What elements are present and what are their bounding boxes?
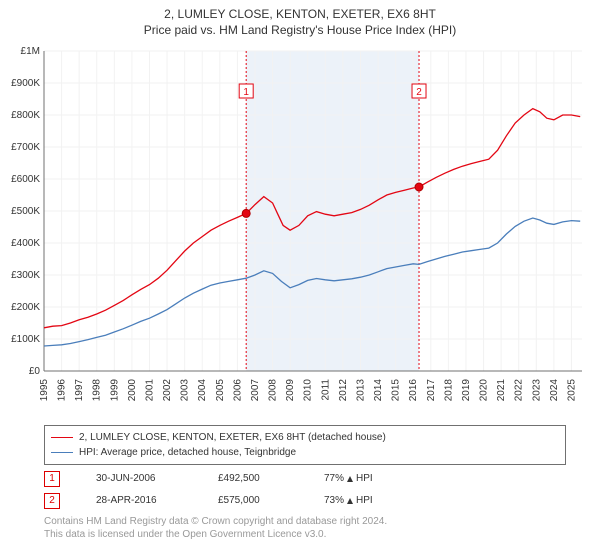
svg-text:£0: £0 [29,366,41,377]
svg-text:2011: 2011 [320,378,331,400]
legend-swatch-1 [51,437,73,438]
svg-text:£500K: £500K [11,206,40,217]
root: 2, LUMLEY CLOSE, KENTON, EXETER, EX6 8HT… [0,0,600,560]
marker-date: 30-JUN-2006 [96,473,182,484]
svg-text:1999: 1999 [109,378,120,401]
svg-text:2017: 2017 [426,378,437,401]
svg-text:2007: 2007 [250,378,261,401]
marker-hpi: 77% HPI [324,473,373,484]
footnote-line2: This data is licensed under the Open Gov… [44,528,566,541]
legend-label: HPI: Average price, detached house, Teig… [79,445,296,460]
footnote-line1: Contains HM Land Registry data © Crown c… [44,515,566,528]
legend-label: 2, LUMLEY CLOSE, KENTON, EXETER, EX6 8HT… [79,430,386,445]
marker-table: 1 30-JUN-2006 £492,500 77% HPI 2 28-APR-… [44,471,566,509]
marker-number-box: 1 [44,471,60,487]
svg-text:£800K: £800K [11,110,40,121]
chart-title-line2: Price paid vs. HM Land Registry's House … [0,23,600,41]
svg-text:£200K: £200K [11,302,40,313]
svg-text:2024: 2024 [549,378,560,401]
svg-text:2009: 2009 [285,378,296,401]
svg-text:2000: 2000 [127,378,138,401]
svg-text:2015: 2015 [391,378,402,401]
svg-text:2019: 2019 [461,378,472,401]
marker-hpi-suffix: HPI [356,495,373,506]
marker-row: 2 28-APR-2016 £575,000 73% HPI [44,493,566,509]
svg-text:£400K: £400K [11,238,40,249]
svg-text:2025: 2025 [566,378,577,401]
marker-row: 1 30-JUN-2006 £492,500 77% HPI [44,471,566,487]
marker-hpi: 73% HPI [324,495,373,506]
svg-text:2006: 2006 [232,378,243,401]
svg-text:2: 2 [416,87,422,98]
marker-price: £575,000 [218,495,288,506]
line-chart-svg: £0 £100K £200K £300K £400K £500K £600K £700K £80… [0,41,600,421]
svg-text:£900K: £900K [11,78,40,89]
chart-area: £0 £100K £200K £300K £400K £500K £600K £700K £80… [0,41,600,421]
legend-item: 2, LUMLEY CLOSE, KENTON, EXETER, EX6 8HT… [51,430,559,445]
marker-date: 28-APR-2016 [96,495,182,506]
svg-text:£100K: £100K [11,334,40,345]
svg-text:1996: 1996 [57,378,68,401]
marker-hpi-pct: 77% [324,473,344,484]
legend-item: HPI: Average price, detached house, Teig… [51,445,559,460]
svg-text:2008: 2008 [268,378,279,401]
svg-text:£600K: £600K [11,174,40,185]
svg-text:2016: 2016 [408,378,419,401]
svg-text:£700K: £700K [11,142,40,153]
svg-text:£1M: £1M [21,46,40,57]
svg-text:1995: 1995 [39,378,50,401]
legend-swatch-2 [51,452,73,453]
svg-text:2004: 2004 [197,378,208,401]
svg-text:2014: 2014 [373,378,384,401]
svg-text:2005: 2005 [215,378,226,401]
svg-text:2012: 2012 [338,378,349,401]
marker-hpi-suffix: HPI [356,473,373,484]
marker-price: £492,500 [218,473,288,484]
svg-text:2021: 2021 [496,378,507,401]
svg-text:2010: 2010 [303,378,314,401]
svg-text:2022: 2022 [514,378,525,401]
svg-text:2002: 2002 [162,378,173,401]
svg-text:2013: 2013 [355,378,366,401]
marker-number-box: 2 [44,493,60,509]
chart-title-line1: 2, LUMLEY CLOSE, KENTON, EXETER, EX6 8HT [0,0,600,23]
marker-hpi-pct: 73% [324,495,344,506]
arrow-up-icon [347,498,353,504]
legend: 2, LUMLEY CLOSE, KENTON, EXETER, EX6 8HT… [44,425,566,465]
svg-text:1: 1 [243,87,249,98]
svg-text:2018: 2018 [443,378,454,401]
arrow-up-icon [347,476,353,482]
footnote: Contains HM Land Registry data © Crown c… [44,515,566,541]
svg-text:2020: 2020 [479,378,490,401]
svg-text:1997: 1997 [74,378,85,401]
svg-text:2023: 2023 [531,378,542,401]
svg-text:1998: 1998 [92,378,103,401]
svg-text:2001: 2001 [144,378,155,401]
svg-text:2003: 2003 [180,378,191,401]
svg-text:£300K: £300K [11,270,40,281]
